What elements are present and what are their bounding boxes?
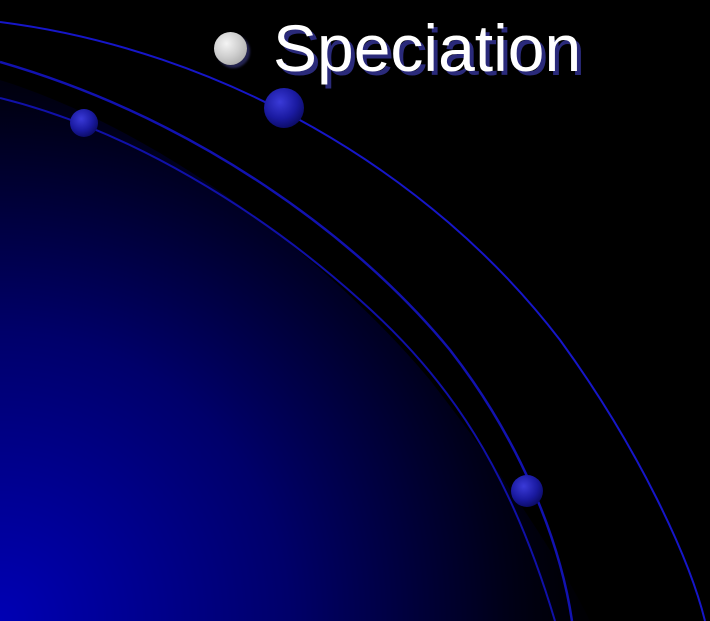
arc-orb-left [70,109,98,137]
bullet-dot-icon [214,31,247,65]
arc-line-inner [0,97,556,621]
title-row: Speciation [214,6,581,90]
arc-orb-bottom [511,475,543,507]
arc-line-outer [0,21,706,621]
arc-orb-top [264,88,304,128]
slide-title: Speciation [273,11,582,85]
arc-line-middle [0,60,574,621]
